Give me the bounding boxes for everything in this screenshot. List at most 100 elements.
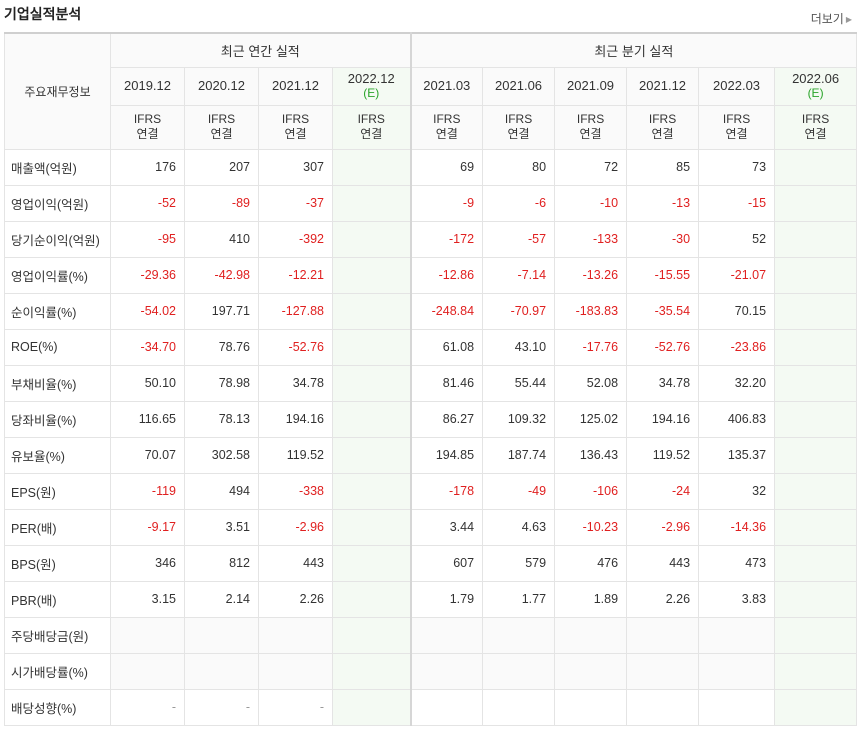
metric-value: 307 <box>258 148 333 186</box>
metric-label: 매출액(억원) <box>4 148 111 186</box>
metric-value <box>774 544 858 582</box>
metric-value: 125.02 <box>554 400 628 438</box>
table-row: PER(배) -9.17 3.51 -2.96 3.44 4.63 -10.23 -2.96-… <box>4 508 858 546</box>
metric-label: ROE(%) <box>4 328 111 366</box>
metric-label: PER(배) <box>4 508 111 546</box>
metric-value: -248.84 <box>409 292 484 330</box>
metric-value <box>774 364 858 402</box>
metric-value <box>626 616 700 654</box>
metric-value: 494 <box>184 472 259 510</box>
metric-value: -127.88 <box>258 292 333 330</box>
table-row: 주당배당금(원) <box>4 616 858 654</box>
accounting-standard: IFRS 연결 <box>554 104 628 150</box>
financial-summary-table: 주요재무정보 최근 연간 실적 최근 분기 실적 2019.12 2020.12 2… <box>4 32 858 726</box>
metric-label: 순이익률(%) <box>4 292 111 330</box>
metric-value: -183.83 <box>554 292 628 330</box>
metric-value: -14.36 <box>698 508 776 546</box>
metric-value <box>698 688 776 726</box>
metric-value: 61.08 <box>409 328 484 366</box>
period-header: 2021.12 <box>258 66 333 106</box>
metric-value: -89 <box>184 184 259 222</box>
metric-value <box>698 616 776 654</box>
metric-label: 당기순이익(억원) <box>4 220 111 258</box>
period-date: 2022.06 <box>792 71 840 86</box>
metric-value: 116.65 <box>110 400 185 438</box>
metric-value <box>331 472 412 510</box>
metric-value: -17.76 <box>554 328 628 366</box>
period-date: 2021.12 <box>639 78 687 93</box>
metric-value <box>774 184 858 222</box>
table-row: 배당성향(%) - - - <box>4 688 858 726</box>
metric-value: -10.23 <box>554 508 628 546</box>
more-link-label: 더보기 <box>810 12 844 26</box>
metric-value: 4.63 <box>482 508 556 546</box>
metric-value: -34.70 <box>110 328 185 366</box>
metric-value: 69 <box>409 148 484 186</box>
consolidated-label: 연결 <box>435 127 458 141</box>
metric-value: 32.20 <box>698 364 776 402</box>
estimate-marker: (E) <box>807 86 824 100</box>
chevron-right-icon: ▶ <box>845 15 852 24</box>
table-row: BPS(원) 346 812 443 607 579 476 443 473 <box>4 544 858 582</box>
metric-value <box>258 652 333 690</box>
metric-value <box>331 436 412 474</box>
metric-value: -392 <box>258 220 333 258</box>
metric-value <box>774 580 858 618</box>
table-row: 부채비율(%) 50.10 78.98 34.78 81.46 55.44 52.08 34.… <box>4 364 858 402</box>
metric-value <box>331 616 412 654</box>
metric-value: 70.07 <box>110 436 185 474</box>
metric-value: 187.74 <box>482 436 556 474</box>
accounting-standard: IFRS 연결 <box>184 104 259 150</box>
metric-label: 배당성향(%) <box>4 688 111 726</box>
metric-value <box>331 148 412 186</box>
metric-value: -52.76 <box>258 328 333 366</box>
metric-value <box>409 652 484 690</box>
section-title: 기업실적분석 <box>4 6 82 22</box>
metric-value: -9 <box>409 184 484 222</box>
metric-value: -2.96 <box>258 508 333 546</box>
metric-value <box>626 688 700 726</box>
ifrs-label: IFRS <box>722 112 751 126</box>
period-date: 2021.06 <box>495 78 543 93</box>
period-date: 2022.12 <box>347 71 395 86</box>
metric-value <box>774 256 858 294</box>
more-link[interactable]: 더보기 ▶ <box>811 10 852 27</box>
metric-value: -54.02 <box>110 292 185 330</box>
metric-value: 406.83 <box>698 400 776 438</box>
metric-value: 3.51 <box>184 508 259 546</box>
metric-value: 3.83 <box>698 580 776 618</box>
metric-value <box>409 688 484 726</box>
metric-value <box>554 688 628 726</box>
metric-value: -338 <box>258 472 333 510</box>
metric-value: 346 <box>110 544 185 582</box>
metric-value <box>698 652 776 690</box>
quarter-header: 최근 분기 실적 <box>409 32 858 68</box>
period-header: 2019.12 <box>110 66 185 106</box>
ifrs-label: IFRS <box>801 112 830 126</box>
metric-value: -15.55 <box>626 256 700 294</box>
metric-value <box>331 580 412 618</box>
ifrs-label: IFRS <box>357 112 385 126</box>
metric-value: -70.97 <box>482 292 556 330</box>
metric-value: 119.52 <box>626 436 700 474</box>
metric-value: 194.85 <box>409 436 484 474</box>
metric-value <box>774 400 858 438</box>
metric-value: -52 <box>110 184 185 222</box>
consolidated-label: 연결 <box>507 127 530 141</box>
metric-value <box>258 616 333 654</box>
metric-value: 3.44 <box>409 508 484 546</box>
metric-value: -178 <box>409 472 484 510</box>
metric-value <box>554 616 628 654</box>
metric-value <box>626 652 700 690</box>
metric-value <box>331 688 412 726</box>
metric-value <box>331 400 412 438</box>
metric-value: 410 <box>184 220 259 258</box>
metric-label: 시가배당률(%) <box>4 652 111 690</box>
metric-value: -2.96 <box>626 508 700 546</box>
metric-value <box>774 148 858 186</box>
metric-value: 607 <box>409 544 484 582</box>
metric-value: 443 <box>626 544 700 582</box>
metric-value <box>482 688 556 726</box>
metric-value: -23.86 <box>698 328 776 366</box>
metric-value: 176 <box>110 148 185 186</box>
